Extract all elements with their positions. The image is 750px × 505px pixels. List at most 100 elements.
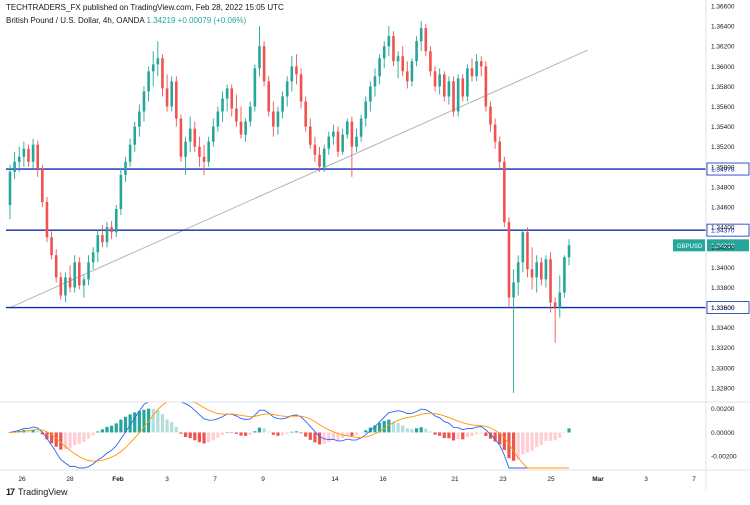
candle-body bbox=[193, 128, 197, 147]
price-tick-label: 1.34800 bbox=[711, 184, 735, 191]
price-tick-label: 1.35600 bbox=[711, 104, 735, 111]
candle-body bbox=[82, 279, 86, 286]
candle-body bbox=[313, 144, 317, 155]
macd-histogram-bar bbox=[553, 432, 557, 441]
candle-body bbox=[276, 111, 280, 127]
macd-histogram-bar bbox=[530, 432, 534, 451]
price-tick-label: 1.33600 bbox=[711, 305, 735, 312]
macd-histogram-bar bbox=[188, 432, 192, 439]
candle-body bbox=[484, 66, 488, 107]
candle-body bbox=[96, 235, 100, 253]
macd-histogram-bar bbox=[239, 432, 243, 436]
candle-body bbox=[299, 74, 303, 102]
macd-histogram-bar bbox=[114, 423, 118, 433]
price-tick-label: 1.33000 bbox=[711, 365, 735, 372]
candle-body bbox=[540, 262, 543, 280]
candle-body bbox=[382, 46, 386, 59]
macd-histogram-bar bbox=[410, 429, 414, 433]
macd-histogram-bar bbox=[322, 432, 326, 444]
macd-histogram-bar bbox=[465, 432, 469, 438]
candle-body bbox=[101, 235, 104, 243]
time-tick-label: 3 bbox=[644, 476, 648, 483]
candle-body bbox=[332, 131, 335, 137]
candle-body bbox=[447, 81, 451, 97]
macd-pane bbox=[8, 401, 571, 469]
macd-histogram-bar bbox=[428, 431, 433, 433]
candle-body bbox=[530, 269, 534, 278]
macd-histogram-bar bbox=[548, 432, 553, 441]
candle-body bbox=[392, 36, 395, 62]
macd-histogram-bar bbox=[211, 432, 215, 441]
candle-body bbox=[50, 237, 53, 256]
signal-line bbox=[9, 401, 569, 469]
macd-histogram-bar bbox=[123, 416, 128, 433]
macd-histogram-bar bbox=[137, 410, 141, 433]
macd-histogram-bar bbox=[308, 432, 312, 440]
candle-body bbox=[267, 81, 271, 112]
candle-body bbox=[433, 71, 437, 87]
macd-histogram-bar bbox=[516, 432, 520, 460]
time-tick-label: 7 bbox=[213, 476, 217, 483]
price-tick-label: 1.33400 bbox=[711, 325, 735, 332]
macd-histogram-bar bbox=[280, 432, 285, 436]
candle-body bbox=[350, 121, 354, 147]
last-price: 1.34219 bbox=[146, 16, 176, 25]
price-tick-label: 1.34600 bbox=[711, 205, 735, 212]
level-label: 1.33600 bbox=[711, 305, 735, 312]
candle-body bbox=[429, 51, 432, 72]
macd-histogram-bar bbox=[119, 419, 123, 433]
macd-histogram-bar bbox=[304, 432, 308, 437]
time-tick-label: 3 bbox=[165, 476, 169, 483]
macd-histogram-bar bbox=[165, 419, 169, 433]
price-tick-label: 1.33200 bbox=[711, 345, 735, 352]
trendline bbox=[9, 49, 588, 308]
symbol-tag-text: GBPUSD bbox=[677, 244, 703, 250]
candle-body bbox=[419, 28, 423, 42]
macd-histogram-bar bbox=[498, 432, 502, 445]
macd-histogram-bar bbox=[396, 422, 400, 433]
price-tick-label: 1.34000 bbox=[711, 265, 735, 272]
price-tick-label: 1.35800 bbox=[711, 84, 735, 91]
price-tick-label: 1.33800 bbox=[711, 285, 735, 292]
macd-histogram-bar bbox=[26, 430, 31, 433]
candle-body bbox=[230, 88, 234, 109]
macd-tick-label: 0.00200 bbox=[711, 406, 735, 413]
candle-body bbox=[563, 257, 566, 293]
last-price-label: 1.34219 bbox=[711, 243, 735, 250]
candle-body bbox=[493, 124, 497, 142]
macd-histogram-bar bbox=[290, 431, 294, 433]
candle-body bbox=[322, 148, 326, 167]
tradingview-logo[interactable]: 17 TradingView bbox=[6, 487, 68, 497]
macd-histogram-bar bbox=[313, 432, 317, 443]
macd-histogram-bar bbox=[82, 432, 86, 442]
candle-body bbox=[78, 262, 81, 286]
macd-histogram-bar bbox=[294, 431, 299, 433]
macd-histogram-bar bbox=[8, 432, 12, 433]
candle-body bbox=[456, 78, 460, 112]
price-tick-label: 1.36400 bbox=[711, 24, 735, 31]
candle-body bbox=[147, 71, 150, 92]
macd-histogram-bar bbox=[31, 429, 35, 433]
macd-histogram-bar bbox=[567, 428, 571, 433]
candle-body bbox=[336, 131, 340, 152]
candle-body bbox=[345, 121, 349, 135]
level-label: 1.34978 bbox=[711, 167, 735, 174]
candle-body bbox=[415, 41, 418, 62]
candle-body bbox=[73, 262, 76, 288]
level-label: 1.34370 bbox=[711, 228, 735, 235]
candle-body bbox=[188, 128, 192, 142]
macd-histogram-bar bbox=[174, 426, 178, 433]
time-tick-label: 25 bbox=[547, 476, 555, 483]
price-tick-label: 1.32800 bbox=[711, 385, 735, 392]
candle-body bbox=[396, 56, 400, 62]
macd-histogram-bar bbox=[387, 419, 391, 433]
macd-histogram-bar bbox=[521, 432, 525, 455]
macd-histogram-bar bbox=[59, 432, 63, 450]
macd-histogram-bar bbox=[170, 421, 174, 433]
candle-body bbox=[198, 146, 201, 157]
candle-body bbox=[142, 91, 146, 112]
price-tick-label: 1.36600 bbox=[711, 4, 735, 11]
macd-histogram-bar bbox=[493, 432, 497, 442]
candle-body bbox=[165, 88, 169, 107]
